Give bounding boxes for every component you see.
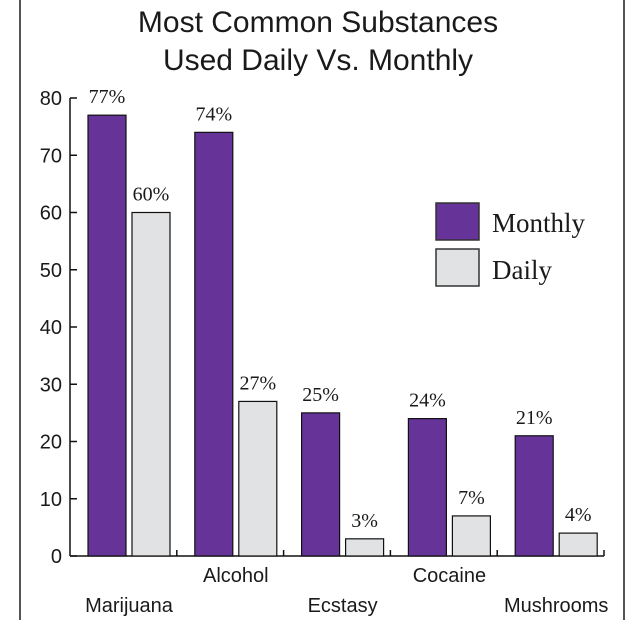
bar-monthly [194, 131, 234, 557]
legend-swatch-monthly [435, 202, 480, 241]
category-label: Alcohol [203, 565, 269, 587]
bar-daily [558, 532, 598, 557]
bar-monthly [87, 114, 127, 557]
data-label-monthly: 77% [89, 86, 126, 108]
category-label: Ecstasy [308, 595, 378, 617]
chart-title-line-2: Used Daily Vs. Monthly [163, 44, 473, 77]
bar-daily [451, 515, 491, 557]
category-label: Marijuana [85, 595, 174, 617]
data-label-monthly: 21% [516, 407, 553, 429]
bar-monthly [407, 418, 447, 557]
y-tick-label: 30 [40, 374, 62, 396]
y-tick-label: 70 [40, 145, 62, 167]
legend: Monthly Daily [435, 202, 586, 287]
y-tick-label: 50 [40, 260, 62, 282]
data-label-daily: 3% [351, 510, 378, 532]
bar-daily [131, 211, 171, 557]
data-label-daily: 7% [458, 487, 485, 509]
y-tick-label: 80 [40, 88, 62, 110]
bar-monthly [301, 412, 341, 557]
data-label-monthly: 74% [195, 103, 232, 125]
plot-area: 0 10 20 30 40 50 60 70 80 77% 60% Marijuana 74% 27% Al… [40, 86, 609, 617]
legend-swatch-daily [435, 248, 480, 287]
bar-daily [238, 400, 278, 557]
data-label-daily: 27% [239, 372, 276, 394]
data-label-daily: 4% [565, 504, 592, 526]
category-label: Cocaine [413, 565, 486, 587]
data-label-monthly: 24% [409, 390, 446, 412]
data-label-daily: 60% [133, 184, 170, 206]
bar-daily [345, 538, 385, 557]
y-tick-label: 10 [40, 489, 62, 511]
y-tick-label: 20 [40, 432, 62, 454]
bar-monthly [514, 435, 554, 557]
legend-label-monthly: Monthly [492, 208, 586, 238]
y-tick-label: 0 [51, 546, 62, 568]
y-tick-label: 60 [40, 203, 62, 225]
data-label-monthly: 25% [302, 384, 339, 406]
category-label: Mushrooms [504, 595, 608, 617]
legend-label-daily: Daily [492, 255, 552, 285]
y-tick-label: 40 [40, 317, 62, 339]
chart-title-line-1: Most Common Substances [138, 6, 498, 39]
